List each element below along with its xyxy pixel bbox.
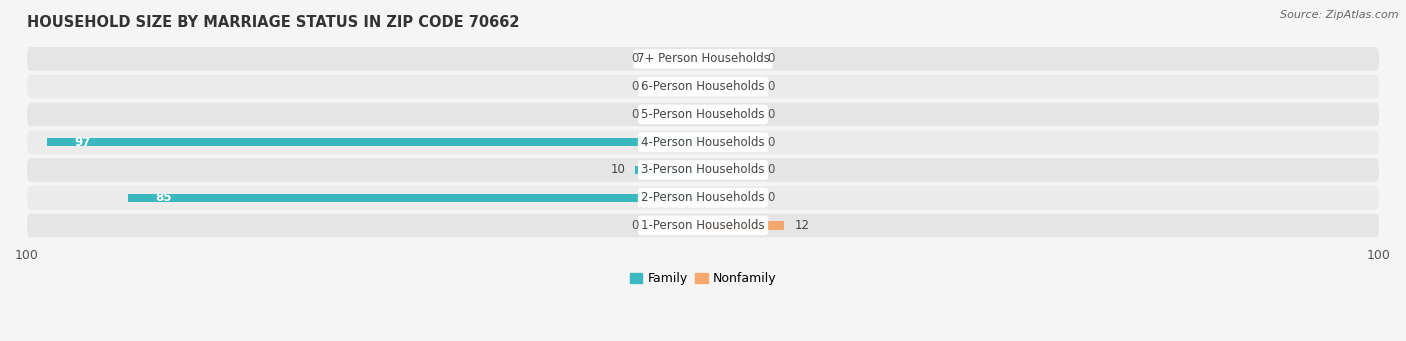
FancyBboxPatch shape xyxy=(27,214,1379,237)
Bar xyxy=(703,221,785,229)
Text: 3-Person Households: 3-Person Households xyxy=(641,163,765,176)
Bar xyxy=(703,194,756,202)
Text: 0: 0 xyxy=(631,53,638,65)
Text: 2-Person Households: 2-Person Households xyxy=(641,191,765,204)
FancyBboxPatch shape xyxy=(27,47,1379,71)
FancyBboxPatch shape xyxy=(27,130,1379,154)
Text: 6-Person Households: 6-Person Households xyxy=(641,80,765,93)
Text: 0: 0 xyxy=(631,80,638,93)
Text: 0: 0 xyxy=(768,108,775,121)
Bar xyxy=(650,55,703,63)
Text: 0: 0 xyxy=(768,191,775,204)
Text: HOUSEHOLD SIZE BY MARRIAGE STATUS IN ZIP CODE 70662: HOUSEHOLD SIZE BY MARRIAGE STATUS IN ZIP… xyxy=(27,15,519,30)
FancyBboxPatch shape xyxy=(27,103,1379,126)
Text: 12: 12 xyxy=(794,219,810,232)
Text: 0: 0 xyxy=(631,108,638,121)
Bar xyxy=(650,110,703,119)
Bar xyxy=(703,83,756,91)
Text: 97: 97 xyxy=(75,136,90,149)
Bar xyxy=(703,55,756,63)
Bar xyxy=(703,138,756,146)
Bar xyxy=(128,194,703,202)
Bar xyxy=(636,166,703,174)
Text: 5-Person Households: 5-Person Households xyxy=(641,108,765,121)
FancyBboxPatch shape xyxy=(27,186,1379,209)
FancyBboxPatch shape xyxy=(27,75,1379,99)
Text: 10: 10 xyxy=(610,163,626,176)
FancyBboxPatch shape xyxy=(27,158,1379,182)
Text: 7+ Person Households: 7+ Person Households xyxy=(637,53,769,65)
Text: 0: 0 xyxy=(768,163,775,176)
Text: Source: ZipAtlas.com: Source: ZipAtlas.com xyxy=(1281,10,1399,20)
Text: 0: 0 xyxy=(768,53,775,65)
Text: 0: 0 xyxy=(768,80,775,93)
Bar xyxy=(703,166,756,174)
Text: 85: 85 xyxy=(156,191,172,204)
Text: 1-Person Households: 1-Person Households xyxy=(641,219,765,232)
Bar xyxy=(650,221,703,229)
Bar xyxy=(703,110,756,119)
Text: 4-Person Households: 4-Person Households xyxy=(641,136,765,149)
Legend: Family, Nonfamily: Family, Nonfamily xyxy=(624,267,782,290)
Bar xyxy=(650,83,703,91)
Text: 0: 0 xyxy=(768,136,775,149)
Text: 0: 0 xyxy=(631,219,638,232)
Bar xyxy=(48,138,703,146)
